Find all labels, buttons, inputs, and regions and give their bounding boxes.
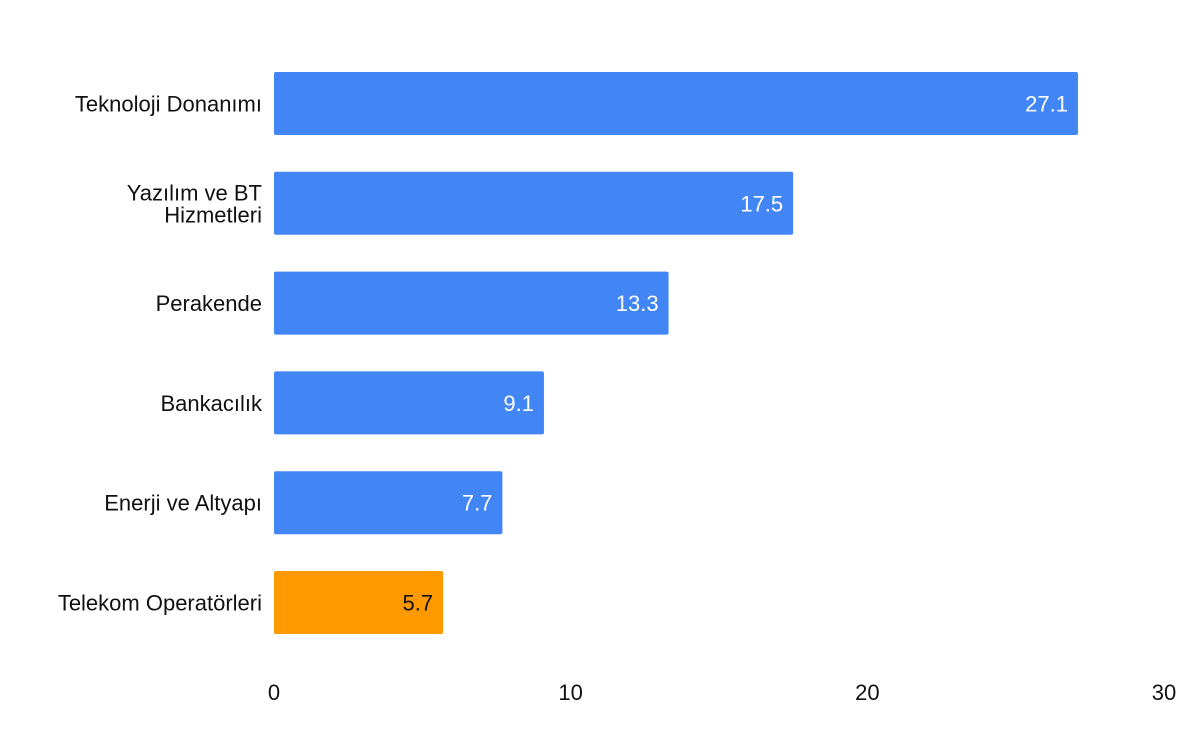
data-label-4: 7.7 <box>462 491 493 516</box>
x-axis-ticks-group: 0 10 20 30 <box>268 680 1176 705</box>
data-label-2: 13.3 <box>616 291 659 316</box>
data-label-5: 5.7 <box>403 591 434 616</box>
x-tick-label-2: 20 <box>855 680 879 705</box>
bar-2 <box>274 271 669 335</box>
category-label-4: Enerji ve Altyapı <box>104 491 262 516</box>
value-labels-group: 27.1 17.5 13.3 9.1 7.7 5.7 <box>403 92 1068 616</box>
category-label-5: Telekom Operatörleri <box>58 591 262 616</box>
data-label-0: 27.1 <box>1025 92 1068 117</box>
bar-4 <box>274 471 503 535</box>
category-label-3: Bankacılık <box>161 391 263 416</box>
category-labels-group: Teknoloji Donanımı Yazılım ve BT Hizmetler… <box>58 92 263 616</box>
x-tick-label-1: 10 <box>558 680 582 705</box>
category-label-0: Teknoloji Donanımı <box>75 92 262 117</box>
data-label-1: 17.5 <box>740 191 783 216</box>
bar-5 <box>274 571 444 634</box>
bar-1 <box>274 171 794 235</box>
x-tick-label-0: 0 <box>268 680 280 705</box>
data-label-3: 9.1 <box>503 391 534 416</box>
category-label-1: Yazılım ve BT Hizmetleri <box>127 180 262 227</box>
bar-0 <box>274 72 1078 135</box>
bars-group <box>274 72 1078 634</box>
bar-3 <box>274 371 544 435</box>
x-tick-label-3: 30 <box>1152 680 1176 705</box>
category-label-2: Perakende <box>156 291 262 316</box>
